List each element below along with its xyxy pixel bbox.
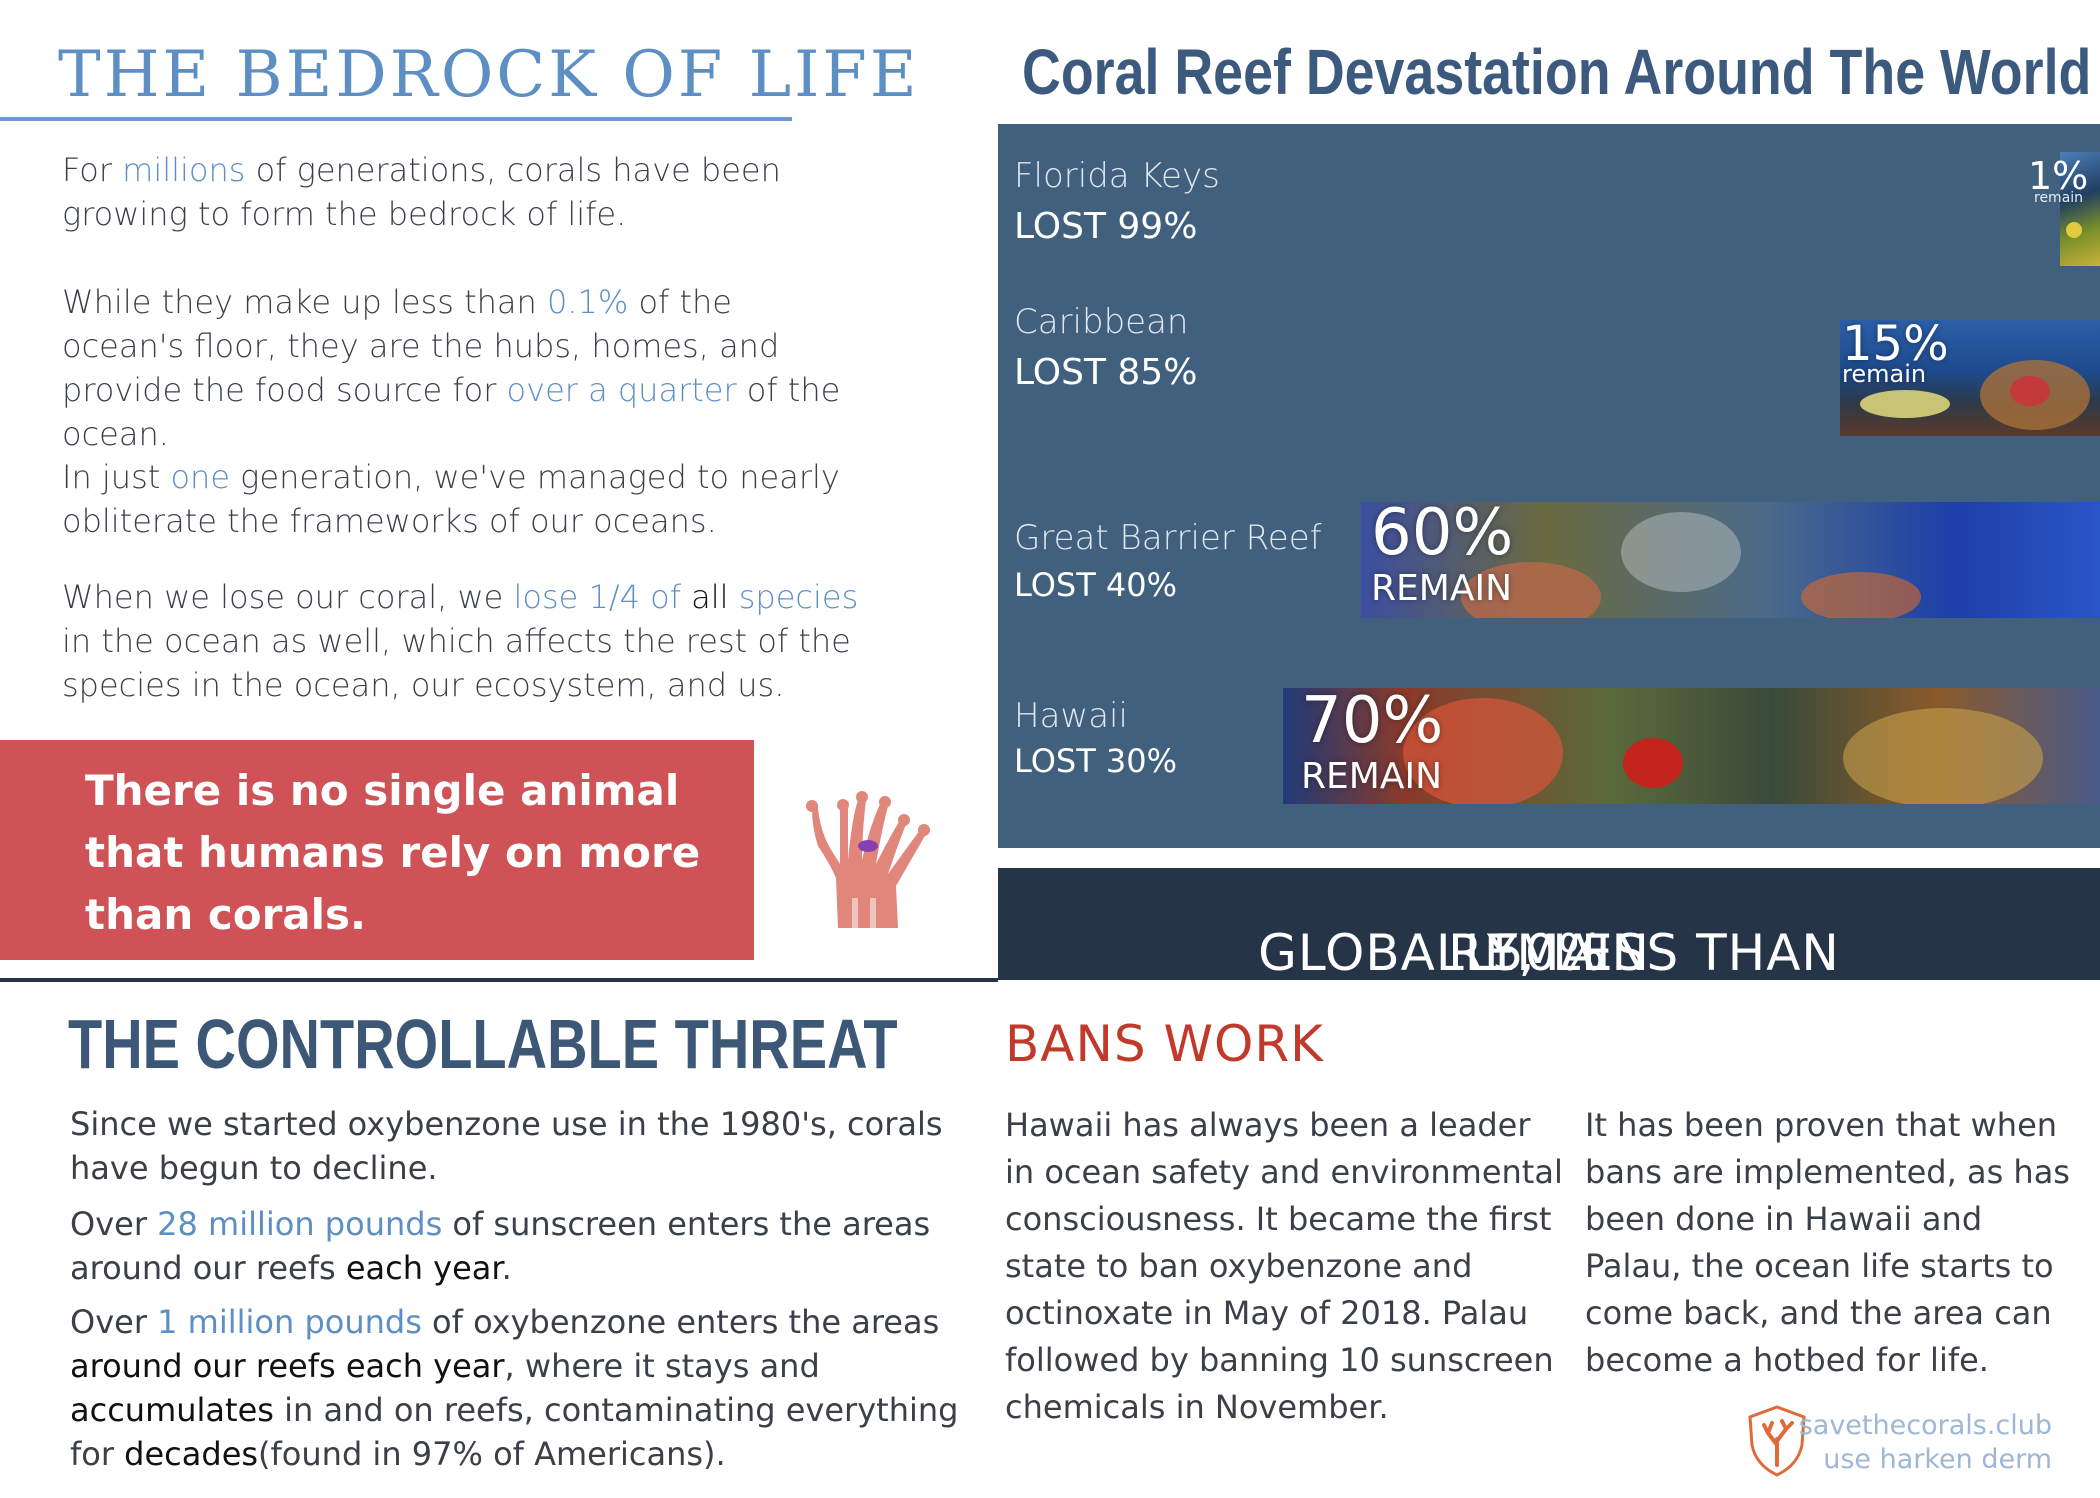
- bedrock-paragraph-4: When we lose our coral, we lose 1/4 of a…: [62, 575, 862, 707]
- highlight: 0.1%: [546, 283, 629, 321]
- threat-paragraph-3: Over 1 million pounds of oxybenzone ente…: [70, 1300, 990, 1476]
- text: Over: [70, 1205, 158, 1243]
- remain-pct: 60%: [1371, 502, 1514, 570]
- bans-title: BANS WORK: [1005, 1015, 1324, 1073]
- text: of generations, corals have been growing…: [62, 151, 781, 233]
- region-lost: LOST 85%: [1014, 352, 1198, 393]
- text: When we lose our coral, we: [62, 578, 514, 616]
- text: In just: [62, 458, 171, 496]
- region-name: Caribbean: [1014, 302, 1189, 342]
- text: of sunscreen enters the areas around our…: [70, 1205, 931, 1287]
- region-lost: LOST 40%: [1014, 566, 1178, 604]
- region-name: Great Barrier Reef: [1014, 518, 1322, 558]
- text: of the ocean.: [62, 371, 841, 453]
- text: While they make up less than: [62, 283, 547, 321]
- region-lost: LOST 99%: [1014, 206, 1198, 247]
- remain-label: REMAIN: [1301, 756, 1442, 797]
- highlight: lose 1/4 of: [513, 578, 681, 616]
- text: , where it stays and: [504, 1347, 820, 1385]
- remain-label: remain: [1842, 360, 1927, 388]
- region-name: Hawaii: [1014, 696, 1128, 736]
- remain-bar-hawaii: 70% REMAIN: [1283, 688, 2100, 804]
- emphasis: all: [681, 578, 739, 616]
- bedrock-paragraph-1: For millions of generations, corals have…: [62, 148, 862, 236]
- coral-shield-icon: [1748, 1405, 1806, 1477]
- bedrock-paragraph-2: While they make up less than 0.1% of the…: [62, 280, 862, 456]
- remain-pct: 15%: [1842, 320, 1949, 372]
- remain-label: REMAIN: [1371, 568, 1512, 609]
- remain-bar-caribbean: 15% remain: [1840, 320, 2100, 436]
- region-name: Florida Keys: [1014, 156, 1220, 196]
- text: REMAIN: [1448, 924, 1650, 982]
- highlight: 1 million pounds: [157, 1303, 422, 1341]
- devastation-title: Coral Reef Devastation Around The World: [1022, 36, 2092, 108]
- threat-paragraph-2: Over 28 million pounds of sunscreen ente…: [70, 1202, 970, 1290]
- text: (found in 97% of Americans).: [258, 1435, 726, 1473]
- text: Over: [70, 1303, 158, 1341]
- title-underline: [0, 117, 792, 121]
- text: of oxybenzone enters the areas: [421, 1303, 940, 1341]
- remain-bar-great-barrier-reef: 60% REMAIN: [1361, 502, 2100, 618]
- emphasis: decades: [124, 1435, 259, 1473]
- callout-box: There is no single animal that humans re…: [0, 740, 754, 960]
- credit-text: use harken derm: [1823, 1444, 2052, 1475]
- section-divider: [0, 978, 998, 982]
- devastation-panel: Florida Keys LOST 99% 1% remain Caribbea…: [998, 124, 2100, 848]
- bans-column-2: It has been proven that when bans are im…: [1585, 1106, 2070, 1379]
- text: GLOBALLY, LESS THAN: [1258, 924, 1840, 982]
- remain-pct: 1%: [2028, 154, 2089, 198]
- coral-illustration-icon: [806, 791, 930, 928]
- emphasis: each year: [345, 1249, 502, 1287]
- highlight: species: [738, 578, 859, 616]
- text: of the ocean's floor, they are the hubs,…: [62, 283, 780, 409]
- text: For: [62, 151, 123, 189]
- emphasis: around our reefs each year: [70, 1347, 505, 1385]
- remain-bar-florida-keys: [2060, 152, 2100, 266]
- global-summary-bar: GLOBALLY, LESS THAN 50% REMAIN: [998, 868, 2100, 982]
- text: in the ocean as well, which affects the …: [62, 622, 851, 704]
- remain-label: remain: [2034, 190, 2084, 206]
- bedrock-paragraph-3: In just one generation, we've managed to…: [62, 455, 862, 543]
- text: in and on reefs, contaminating everythin…: [70, 1391, 959, 1473]
- callout-text: There is no single animal that humans re…: [85, 766, 701, 939]
- bans-column-1: Hawaii has always been a leader in ocean…: [1005, 1106, 1563, 1426]
- text: .: [501, 1249, 512, 1287]
- emphasis: accumulates: [70, 1391, 274, 1429]
- highlight: millions: [122, 151, 246, 189]
- bedrock-title: THE BEDROCK OF LIFE: [58, 38, 920, 112]
- highlight: 28 million pounds: [157, 1205, 443, 1243]
- site-link[interactable]: savethecorals.club: [1798, 1410, 2052, 1441]
- threat-title: THE CONTROLLABLE THREAT: [68, 1005, 898, 1083]
- highlight: over a quarter: [506, 371, 737, 409]
- global-percent: 50%: [1491, 924, 1607, 982]
- threat-paragraph-1: Since we started oxybenzone use in the 1…: [70, 1105, 943, 1187]
- region-lost: LOST 30%: [1014, 742, 1178, 780]
- remain-pct: 70%: [1301, 688, 1444, 758]
- text: generation, we've managed to nearly obli…: [62, 458, 840, 540]
- highlight: one: [170, 458, 230, 496]
